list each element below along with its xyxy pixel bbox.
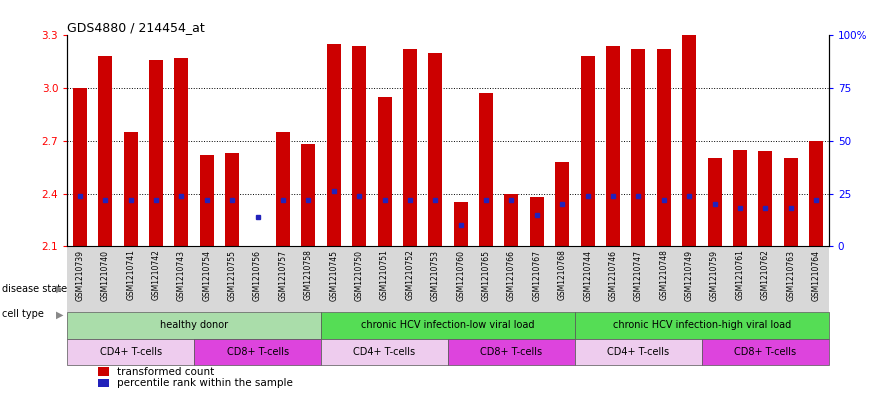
Text: CD8+ T-cells: CD8+ T-cells bbox=[734, 347, 797, 357]
Text: GSM1210757: GSM1210757 bbox=[279, 250, 288, 301]
Bar bbox=[98, 379, 109, 387]
Bar bbox=[327, 44, 340, 246]
Bar bbox=[175, 58, 188, 246]
Bar bbox=[200, 155, 214, 246]
Bar bbox=[733, 150, 747, 246]
Bar bbox=[606, 46, 620, 246]
Text: GSM1210745: GSM1210745 bbox=[329, 250, 339, 301]
Bar bbox=[809, 141, 823, 246]
Bar bbox=[581, 57, 595, 246]
Bar bbox=[276, 132, 290, 246]
Bar bbox=[99, 57, 112, 246]
Text: GSM1210741: GSM1210741 bbox=[126, 250, 135, 300]
Bar bbox=[632, 50, 645, 246]
Text: GSM1210756: GSM1210756 bbox=[253, 250, 263, 301]
Bar bbox=[124, 132, 138, 246]
Text: cell type: cell type bbox=[2, 309, 44, 320]
Text: GSM1210746: GSM1210746 bbox=[608, 250, 617, 301]
Bar bbox=[758, 151, 772, 246]
Bar bbox=[67, 338, 194, 365]
Bar bbox=[428, 53, 443, 246]
Text: GSM1210743: GSM1210743 bbox=[177, 250, 186, 301]
Text: healthy donor: healthy donor bbox=[160, 320, 228, 331]
Text: ▶: ▶ bbox=[56, 284, 64, 294]
Bar bbox=[377, 97, 392, 246]
Text: ▶: ▶ bbox=[56, 309, 64, 320]
Bar bbox=[504, 193, 519, 246]
Text: CD4+ T-cells: CD4+ T-cells bbox=[99, 347, 162, 357]
Bar bbox=[403, 50, 417, 246]
Bar bbox=[149, 60, 163, 246]
Bar bbox=[479, 94, 493, 246]
Text: GSM1210764: GSM1210764 bbox=[812, 250, 821, 301]
Bar bbox=[321, 312, 575, 338]
Bar bbox=[225, 153, 239, 246]
Text: GSM1210744: GSM1210744 bbox=[583, 250, 592, 301]
Text: CD8+ T-cells: CD8+ T-cells bbox=[227, 347, 289, 357]
Bar bbox=[530, 197, 544, 246]
Bar bbox=[575, 312, 829, 338]
Text: GSM1210768: GSM1210768 bbox=[557, 250, 567, 300]
Text: chronic HCV infection-high viral load: chronic HCV infection-high viral load bbox=[613, 320, 791, 331]
Text: GSM1210766: GSM1210766 bbox=[507, 250, 516, 301]
Text: GSM1210759: GSM1210759 bbox=[710, 250, 719, 301]
Bar bbox=[784, 158, 797, 246]
Text: GSM1210765: GSM1210765 bbox=[481, 250, 491, 301]
Text: GSM1210747: GSM1210747 bbox=[633, 250, 643, 301]
Text: CD8+ T-cells: CD8+ T-cells bbox=[480, 347, 543, 357]
Text: GSM1210740: GSM1210740 bbox=[100, 250, 110, 301]
Text: GSM1210755: GSM1210755 bbox=[228, 250, 237, 301]
Text: GSM1210749: GSM1210749 bbox=[685, 250, 694, 301]
Text: disease state: disease state bbox=[2, 284, 67, 294]
Text: GSM1210762: GSM1210762 bbox=[761, 250, 770, 300]
Text: GSM1210751: GSM1210751 bbox=[380, 250, 389, 300]
Bar bbox=[194, 338, 321, 365]
Text: GSM1210754: GSM1210754 bbox=[202, 250, 211, 301]
Bar bbox=[708, 158, 721, 246]
Bar bbox=[73, 88, 87, 246]
Text: CD4+ T-cells: CD4+ T-cells bbox=[607, 347, 669, 357]
Text: GSM1210753: GSM1210753 bbox=[431, 250, 440, 301]
Bar bbox=[657, 50, 671, 246]
Text: GDS4880 / 214454_at: GDS4880 / 214454_at bbox=[67, 21, 205, 34]
Text: GSM1210763: GSM1210763 bbox=[786, 250, 796, 301]
Text: GSM1210742: GSM1210742 bbox=[151, 250, 160, 300]
Bar bbox=[702, 338, 829, 365]
Text: GSM1210739: GSM1210739 bbox=[75, 250, 84, 301]
Bar bbox=[98, 367, 109, 376]
Text: percentile rank within the sample: percentile rank within the sample bbox=[116, 378, 293, 388]
Bar bbox=[575, 338, 702, 365]
Text: GSM1210758: GSM1210758 bbox=[304, 250, 313, 300]
Text: GSM1210748: GSM1210748 bbox=[659, 250, 668, 300]
Bar bbox=[453, 202, 468, 246]
Bar bbox=[448, 338, 575, 365]
Text: GSM1210760: GSM1210760 bbox=[456, 250, 465, 301]
Text: GSM1210767: GSM1210767 bbox=[532, 250, 541, 301]
Bar bbox=[556, 162, 569, 246]
Bar bbox=[321, 338, 448, 365]
Bar bbox=[301, 144, 315, 246]
Text: GSM1210750: GSM1210750 bbox=[355, 250, 364, 301]
Text: CD4+ T-cells: CD4+ T-cells bbox=[353, 347, 416, 357]
Bar bbox=[352, 46, 366, 246]
Bar bbox=[682, 35, 696, 246]
Text: transformed count: transformed count bbox=[116, 367, 214, 376]
Text: GSM1210761: GSM1210761 bbox=[736, 250, 745, 300]
Text: chronic HCV infection-low viral load: chronic HCV infection-low viral load bbox=[361, 320, 535, 331]
Text: GSM1210752: GSM1210752 bbox=[405, 250, 415, 300]
Bar bbox=[67, 312, 321, 338]
